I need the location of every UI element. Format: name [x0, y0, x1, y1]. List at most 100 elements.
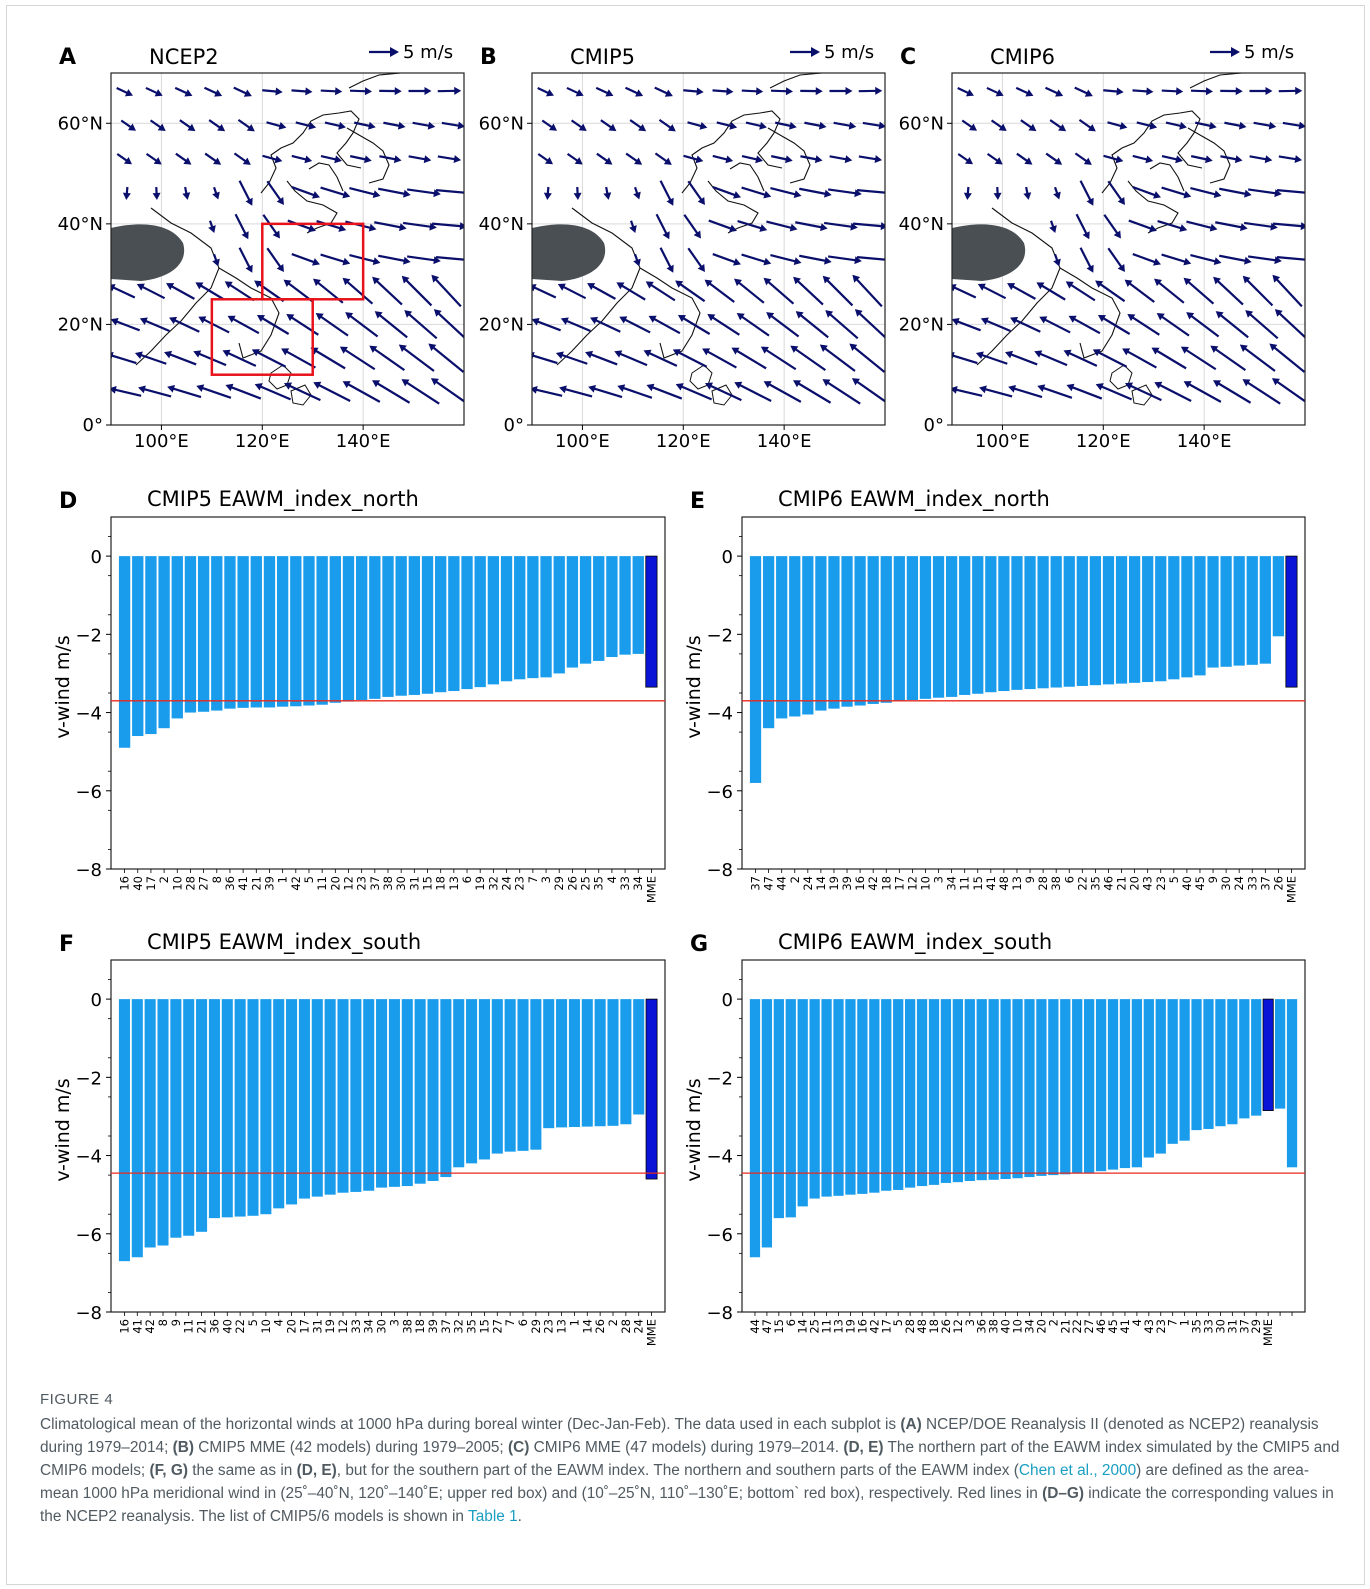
wind-vector-head — [845, 87, 853, 95]
x-tick-label: 12 — [905, 876, 919, 891]
x-tick-label: 16 — [853, 876, 867, 891]
wind-vector-head — [697, 263, 705, 273]
wind-vector-head — [315, 313, 324, 321]
wind-vector-head — [198, 316, 207, 324]
wind-vector-shaft — [982, 387, 1013, 398]
wind-vector-head — [875, 86, 883, 95]
model-bar — [158, 556, 170, 729]
wind-vector-head — [795, 311, 804, 319]
wind-vector — [745, 121, 767, 130]
wind-vector — [566, 152, 583, 165]
wind-vector-head — [822, 379, 831, 387]
wind-vector — [233, 86, 252, 97]
wind-vector-head — [1054, 157, 1063, 165]
lon-tick-label: 140°E — [1177, 431, 1232, 452]
wind-vector-head — [1244, 256, 1252, 265]
wind-vector — [1190, 87, 1213, 96]
wind-vector — [1272, 274, 1303, 308]
table-link[interactable]: Table 1 — [468, 1508, 518, 1525]
wind-vector — [1220, 155, 1243, 164]
wind-vector — [291, 253, 320, 266]
caption-text: Climatological mean of the horizontal wi… — [40, 1413, 1340, 1528]
wind-vector-head — [666, 197, 674, 206]
x-tick-label: 29 — [529, 1319, 543, 1334]
citation-link[interactable]: Chen et al., 2000 — [1018, 1462, 1137, 1479]
wind-vector — [266, 180, 284, 206]
wind-vector — [1023, 186, 1032, 200]
wind-vector — [1049, 220, 1057, 234]
figure-label: FIGURE 4 — [40, 1391, 114, 1408]
wind-vector-head — [187, 123, 196, 132]
wind-vector — [120, 119, 137, 131]
wind-vector — [986, 86, 1004, 97]
wind-vector-head — [431, 274, 440, 283]
wind-vector-shaft — [736, 280, 765, 304]
mme-bar — [1285, 555, 1298, 688]
wind-vector — [1186, 312, 1220, 338]
lat-tick-label: 40°N — [899, 214, 944, 235]
wind-vector-head — [952, 284, 957, 292]
wind-vector-head — [604, 157, 613, 165]
wind-vector — [1107, 180, 1125, 206]
scale-label: 5 m/s — [824, 42, 874, 63]
wind-vector — [1037, 384, 1073, 399]
wind-vector — [952, 284, 977, 299]
wind-vector-head — [844, 155, 853, 164]
model-bar — [1095, 999, 1107, 1172]
wind-vector — [655, 213, 670, 240]
wind-vector-head — [849, 343, 858, 352]
x-tick-label: 41 — [236, 876, 250, 891]
x-tick-label: 18 — [434, 876, 448, 891]
wind-vector-shaft — [114, 319, 140, 332]
model-bar — [959, 556, 971, 695]
x-tick-label: 3 — [932, 876, 946, 883]
caption-part: CMIP6 MME (47 models) during 1979–2014. — [529, 1439, 844, 1456]
model-bar — [1251, 999, 1262, 1116]
lat-tick-label: 20°N — [899, 314, 944, 335]
wind-vector-shaft — [683, 214, 700, 236]
wind-vector — [957, 153, 974, 165]
wind-vector — [237, 119, 255, 132]
wind-vector — [372, 380, 411, 404]
wind-vector-head — [617, 384, 626, 392]
model-bar — [1076, 556, 1088, 686]
x-tick-label: 40 — [1180, 876, 1194, 891]
wind-vector — [1095, 383, 1133, 401]
wind-vector — [234, 213, 249, 240]
wind-vector-head — [338, 224, 347, 232]
wind-vector-head — [1068, 315, 1077, 323]
wind-vector-shaft — [349, 89, 369, 93]
wind-vector-shaft — [1103, 214, 1120, 236]
wind-vector — [116, 87, 133, 97]
model-bar — [828, 556, 840, 709]
y-tick-label: 0 — [91, 990, 102, 1011]
wind-vector-head — [217, 123, 226, 132]
wind-vector-shaft — [734, 348, 767, 370]
x-tick-label: 16 — [118, 876, 132, 891]
wind-vector-shaft — [1186, 220, 1214, 230]
wind-vector-shaft — [833, 121, 853, 128]
wind-vector-head — [208, 225, 216, 234]
wind-vector-head — [164, 350, 173, 359]
wind-vector-head — [763, 277, 772, 286]
wind-vector-head — [276, 263, 284, 273]
wind-vector-shaft — [287, 383, 321, 402]
x-tick-label: 3 — [539, 876, 553, 883]
wind-vector-shaft — [112, 388, 142, 397]
y-tick-label: −2 — [706, 625, 733, 646]
x-tick-label: 24 — [500, 876, 514, 891]
wind-vector — [770, 87, 793, 96]
wind-vector — [658, 119, 676, 132]
wind-vector-shaft — [291, 253, 317, 264]
wind-vector-head — [134, 351, 143, 360]
wind-vector-head — [819, 344, 828, 352]
wind-vector — [704, 382, 742, 402]
wind-vector — [633, 186, 641, 200]
wind-vector — [570, 119, 587, 131]
wind-vector-head — [372, 276, 380, 285]
model-bar — [543, 999, 555, 1129]
wind-vector — [1239, 344, 1276, 372]
wind-vector — [254, 383, 292, 401]
wind-vector-shaft — [678, 384, 713, 401]
wind-vector-shaft — [230, 316, 260, 335]
